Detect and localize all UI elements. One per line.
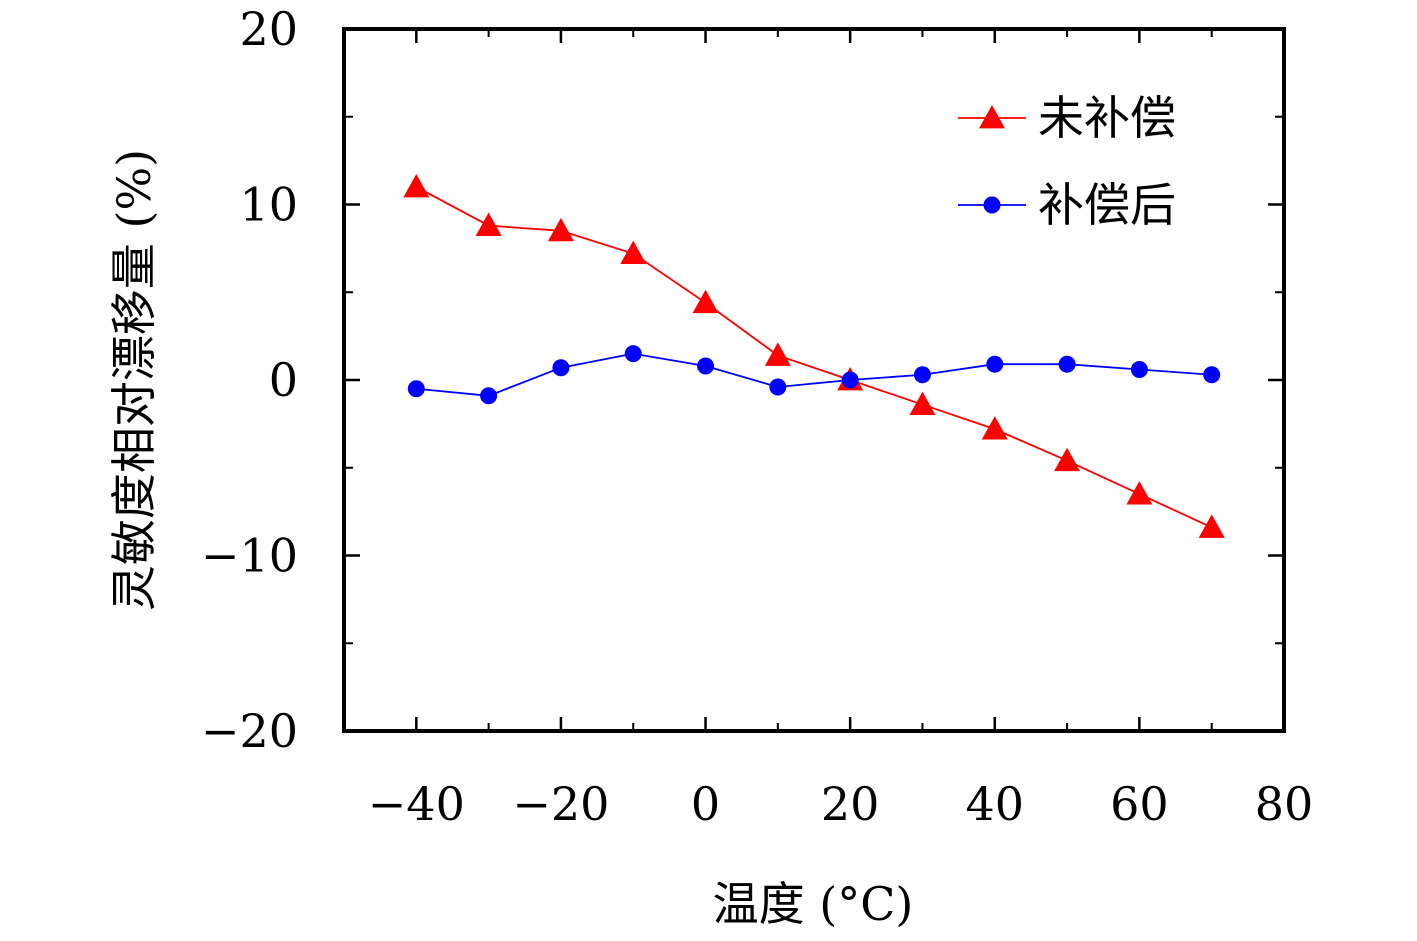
y-tick-label: 10 xyxy=(239,178,298,232)
data-point xyxy=(909,391,936,415)
data-point xyxy=(547,217,574,242)
x-tick-label: −20 xyxy=(512,777,609,831)
x-axis-label: 温度 (°C) xyxy=(713,877,914,931)
series-2 xyxy=(407,345,1221,405)
x-tick-label: 20 xyxy=(821,777,880,831)
legend-entry: 未补偿 xyxy=(958,91,1176,145)
data-point xyxy=(986,355,1004,373)
y-tick-label: −20 xyxy=(201,704,298,758)
x-tick-label: 0 xyxy=(691,777,720,831)
legend-entry: 补偿后 xyxy=(958,178,1176,232)
data-point xyxy=(697,357,715,375)
legend-marker xyxy=(983,196,1001,214)
x-tick-label: 80 xyxy=(1255,777,1314,831)
data-point xyxy=(1198,514,1225,538)
data-point xyxy=(841,371,859,389)
data-point xyxy=(620,240,647,265)
data-point xyxy=(624,345,642,363)
x-tick-label: 40 xyxy=(965,777,1024,831)
y-tick-label: −10 xyxy=(201,529,298,583)
axis-ticks xyxy=(344,29,1284,731)
data-point xyxy=(764,342,791,366)
data-point xyxy=(913,366,931,384)
x-tick-label: −40 xyxy=(368,777,465,831)
data-point xyxy=(1203,366,1221,384)
data-point xyxy=(692,289,719,314)
data-point xyxy=(769,378,787,396)
x-tick-label: 60 xyxy=(1110,777,1169,831)
y-tick-label: 20 xyxy=(239,2,298,56)
data-point xyxy=(981,416,1008,440)
series-line xyxy=(415,186,1213,529)
data-point xyxy=(407,380,425,398)
data-point xyxy=(475,212,502,236)
y-tick-label: 0 xyxy=(269,353,298,407)
x-tick-labels: −40 −20 0 20 40 60 80 xyxy=(368,777,1314,831)
data-point xyxy=(403,173,430,198)
data-point xyxy=(480,387,498,405)
legend-marker xyxy=(979,105,1005,129)
data-point xyxy=(1054,447,1081,472)
series-layer xyxy=(403,173,1225,538)
legend-label: 未补偿 xyxy=(1038,91,1176,145)
data-point xyxy=(1126,481,1153,505)
y-tick-labels: −20 −10 0 10 20 xyxy=(201,2,298,758)
series-line xyxy=(416,352,1212,397)
data-point xyxy=(552,359,570,377)
data-point xyxy=(1058,355,1076,373)
data-point xyxy=(1130,360,1148,378)
legend-label: 补偿后 xyxy=(1038,178,1176,232)
y-axis-label: 灵敏度相对漂移量 (%) xyxy=(107,149,161,611)
